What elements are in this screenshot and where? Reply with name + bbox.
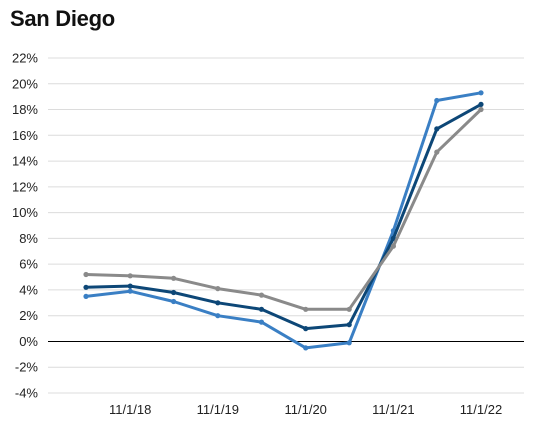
y-tick-label: 16% [12, 128, 38, 143]
data-point [434, 149, 440, 155]
data-point [478, 90, 484, 96]
data-point [83, 271, 89, 278]
y-tick-label: 10% [12, 205, 38, 220]
series-3 [83, 106, 484, 312]
data-point [258, 292, 265, 298]
x-tick-label: 11/1/18 [109, 402, 151, 417]
data-point [434, 97, 440, 104]
series-line [84, 108, 483, 311]
x-tick-label: 11/1/20 [285, 402, 327, 417]
data-point [346, 306, 352, 312]
series-line [84, 91, 483, 350]
data-point [127, 288, 133, 294]
y-tick-label: 18% [12, 102, 38, 117]
y-tick-label: 4% [19, 282, 38, 297]
x-axis-tick-labels: 11/1/18 11/1/19 11/1/20 11/1/21 11/1/22 [109, 402, 502, 417]
data-point [346, 340, 352, 346]
y-tick-label: -2% [15, 360, 39, 375]
data-point [303, 326, 309, 332]
data-point [171, 289, 177, 296]
y-tick-label: -4% [15, 386, 39, 401]
data-point [215, 300, 221, 306]
data-point [478, 101, 484, 107]
x-tick-label: 11/1/19 [197, 402, 239, 417]
x-tick-label: 11/1/22 [460, 402, 502, 417]
data-point [303, 306, 309, 312]
data-point [258, 319, 265, 325]
data-point [83, 293, 89, 299]
y-tick-label: 6% [19, 257, 38, 272]
data-point [303, 345, 309, 351]
x-tick-label: 11/1/21 [372, 402, 414, 417]
data-point [258, 306, 265, 312]
gridlines [48, 57, 524, 394]
data-point [171, 275, 177, 281]
data-point [390, 243, 396, 249]
data-point [215, 313, 221, 319]
data-point [171, 298, 177, 305]
y-tick-label: 0% [19, 334, 38, 349]
y-tick-label: 22% [12, 51, 38, 66]
chart-title: San Diego [10, 6, 115, 31]
data-point [83, 284, 89, 290]
y-tick-label: 12% [12, 179, 38, 194]
data-point [127, 273, 133, 279]
data-point [346, 322, 352, 328]
data-point [215, 286, 221, 292]
y-tick-label: 20% [12, 76, 38, 91]
y-axis-tick-labels: 22% 20% 18% 16% 14% 12% 10% 8% 6% 4% 2% 0% -2% -4% [12, 51, 38, 401]
series-1 [83, 90, 484, 351]
data-point [390, 235, 396, 241]
series-line [84, 102, 483, 331]
y-tick-label: 2% [19, 308, 38, 323]
y-tick-label: 14% [12, 154, 38, 169]
data-point [127, 283, 133, 289]
data-point [478, 106, 484, 113]
series-2 [83, 101, 484, 332]
series-lines [83, 90, 484, 351]
y-tick-label: 8% [19, 231, 38, 246]
data-point [434, 126, 440, 132]
